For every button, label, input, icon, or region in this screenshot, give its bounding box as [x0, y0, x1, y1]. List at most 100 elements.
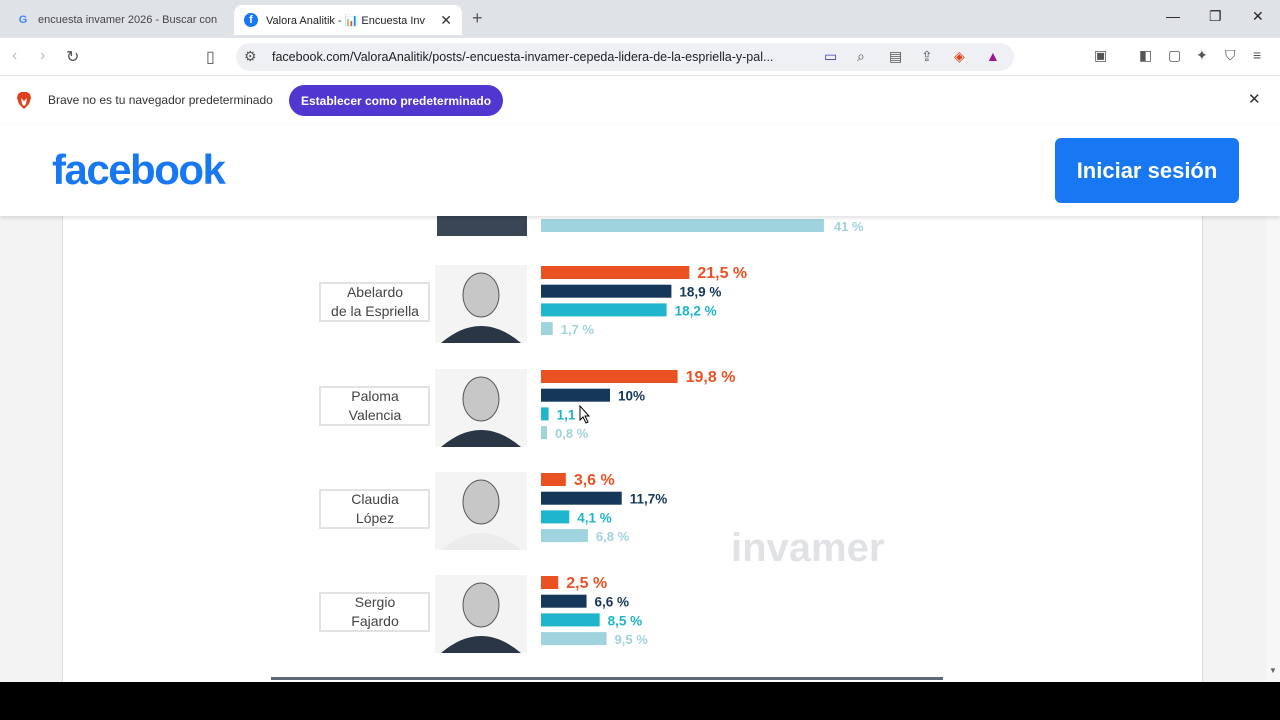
post-image: invamer 41 % Abelardo de la Espriella 21,5 %… [62, 216, 1203, 682]
close-window-icon[interactable]: ✕ [1252, 8, 1264, 24]
facebook-icon: f [244, 13, 258, 27]
bar-label: 18,9 % [679, 285, 721, 300]
tab-google-search[interactable]: G encuesta invamer 2026 - Buscar con [6, 5, 230, 35]
bar [541, 266, 690, 279]
cast-icon[interactable]: ▭ [824, 48, 838, 64]
candidate-photo-face [462, 582, 500, 628]
zoom-icon[interactable]: ⌕ [857, 48, 865, 64]
sidebar-icon[interactable]: ◧ [1139, 47, 1153, 63]
facebook-header: facebook Iniciar sesión [0, 124, 1280, 216]
candidate-photo-body [441, 636, 521, 653]
bar [541, 491, 622, 505]
reload-icon[interactable]: ↻ [66, 49, 80, 66]
address-bar[interactable]: ⚙ facebook.com/ValoraAnalitik/posts/-enc… [236, 43, 1014, 71]
bar [541, 510, 570, 524]
bar-label: 6,8 % [596, 529, 630, 544]
candidate-name-line1: Paloma [351, 388, 399, 404]
bar [541, 529, 588, 543]
brave-lion-icon [17, 92, 31, 109]
bar-label: 19,8 % [686, 369, 736, 386]
bar [541, 388, 610, 402]
bar-label: 9,5 % [615, 632, 649, 647]
watermark-logo: invamer [731, 526, 884, 570]
tab-strip: G encuesta invamer 2026 - Buscar con f V… [0, 0, 1280, 38]
back-icon[interactable]: ‹ [12, 47, 18, 64]
new-tab-icon[interactable]: + [472, 8, 483, 28]
bar-label: 10% [618, 389, 645, 404]
browser-window: G encuesta invamer 2026 - Buscar con f V… [0, 0, 1280, 682]
candidate-name-line1: Abelardo [347, 284, 403, 300]
candidate-photo-partial [437, 216, 527, 236]
close-tab-icon[interactable]: ✕ [440, 11, 452, 28]
facebook-logo[interactable]: facebook [52, 146, 226, 193]
candidate-photo-face [462, 479, 500, 525]
candidate-photo-face [462, 272, 500, 318]
bar [541, 284, 672, 298]
bookmark-icon[interactable]: ▯ [206, 49, 215, 66]
candidate-name-line1: Sergio [355, 594, 396, 610]
candidate-photo-body [441, 533, 521, 550]
candidate-name-line1: Claudia [351, 491, 399, 507]
default-browser-infobar: Brave no es tu navegador predeterminado … [0, 76, 1280, 124]
bar [541, 473, 566, 486]
leo-ai-icon[interactable]: ✦ [1196, 47, 1208, 63]
bar [541, 576, 559, 589]
candidate-name-box [319, 386, 430, 426]
bar-label: 3,6 % [574, 472, 615, 489]
bar [541, 303, 667, 317]
bar [541, 632, 607, 646]
letterbox [0, 682, 1280, 720]
site-settings-icon[interactable]: ⚙ [244, 48, 257, 64]
google-icon: G [18, 14, 28, 26]
vpn-icon[interactable]: ⛉ [1225, 47, 1236, 63]
bar [541, 426, 547, 440]
bar-label: 18,2 % [675, 303, 717, 318]
bar-label: 6,6 % [595, 595, 630, 610]
bar-label-partial: 41 % [834, 219, 864, 234]
tab-title: Valora Analitik - 📊 Encuesta Inv [266, 14, 426, 27]
bar [541, 407, 549, 421]
tab-search-icon[interactable]: ▣ [1094, 47, 1108, 63]
candidate-photo-face [462, 376, 500, 422]
login-button[interactable]: Iniciar sesión [1055, 138, 1239, 203]
candidate-name-box [319, 282, 430, 322]
bar-label: 0,8 % [555, 426, 589, 441]
tab-title: encuesta invamer 2026 - Buscar con [38, 14, 218, 26]
scroll-down-icon[interactable]: ▼ [1269, 666, 1277, 675]
bar [541, 322, 553, 336]
brave-rewards-icon[interactable]: ▲ [986, 48, 1000, 64]
brave-shields-icon[interactable]: ◈ [954, 48, 965, 64]
tab-facebook-post[interactable]: f Valora Analitik - 📊 Encuesta Inv ✕ [234, 5, 462, 35]
mouse-cursor [579, 404, 591, 424]
candidate-photo-body [441, 326, 521, 343]
minimize-icon[interactable]: — [1166, 8, 1180, 24]
bar-label: 1,1 [557, 407, 576, 422]
bar [541, 594, 587, 608]
candidate-name-box [319, 592, 430, 632]
candidate-name-line2: Fajardo [351, 613, 399, 629]
forward-icon[interactable]: › [40, 47, 46, 64]
bar-label: 21,5 % [697, 265, 747, 282]
candidate-name-box [319, 489, 430, 529]
reader-icon[interactable]: ▤ [889, 48, 903, 64]
bar-label: 2,5 % [566, 575, 607, 592]
survey-chart: invamer 41 % Abelardo de la Espriella 21,5 %… [271, 216, 943, 680]
bar [541, 370, 678, 383]
toolbar: ‹ › ↻ ▯ ⚙ facebook.com/ValoraAnalitik/po… [0, 38, 1280, 76]
bottom-rule [271, 677, 943, 680]
bar-label: 4,1 % [577, 510, 612, 525]
url-text[interactable]: facebook.com/ValoraAnalitik/posts/-encue… [272, 50, 774, 64]
menu-icon[interactable]: ≡ [1253, 47, 1262, 63]
candidate-name-line2: López [356, 510, 394, 526]
wallet-icon[interactable]: ▢ [1168, 47, 1182, 63]
bar [541, 613, 600, 627]
candidate-name-line2: Valencia [349, 407, 402, 423]
share-icon[interactable]: ⇪ [921, 48, 933, 64]
set-default-button[interactable]: Establecer como predeterminado [289, 85, 503, 116]
bar-label: 1,7 % [561, 322, 595, 337]
candidate-name-line2: de la Espriella [331, 303, 419, 319]
infobar-message: Brave no es tu navegador predeterminado [48, 93, 273, 107]
close-infobar-icon[interactable]: ✕ [1248, 91, 1261, 108]
bar-label: 8,5 % [608, 613, 643, 628]
restore-icon[interactable]: ❐ [1209, 8, 1222, 24]
